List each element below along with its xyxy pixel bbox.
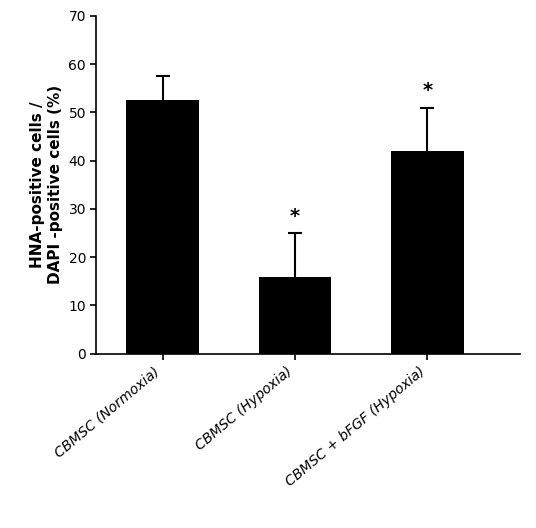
Y-axis label: HNA-positive cells /
DAPI -positive cells (%): HNA-positive cells / DAPI -positive cell…: [31, 85, 63, 285]
Text: *: *: [422, 81, 433, 100]
Bar: [258, 277, 331, 354]
Bar: [126, 100, 199, 354]
Text: *: *: [290, 207, 300, 226]
Bar: [391, 151, 464, 354]
